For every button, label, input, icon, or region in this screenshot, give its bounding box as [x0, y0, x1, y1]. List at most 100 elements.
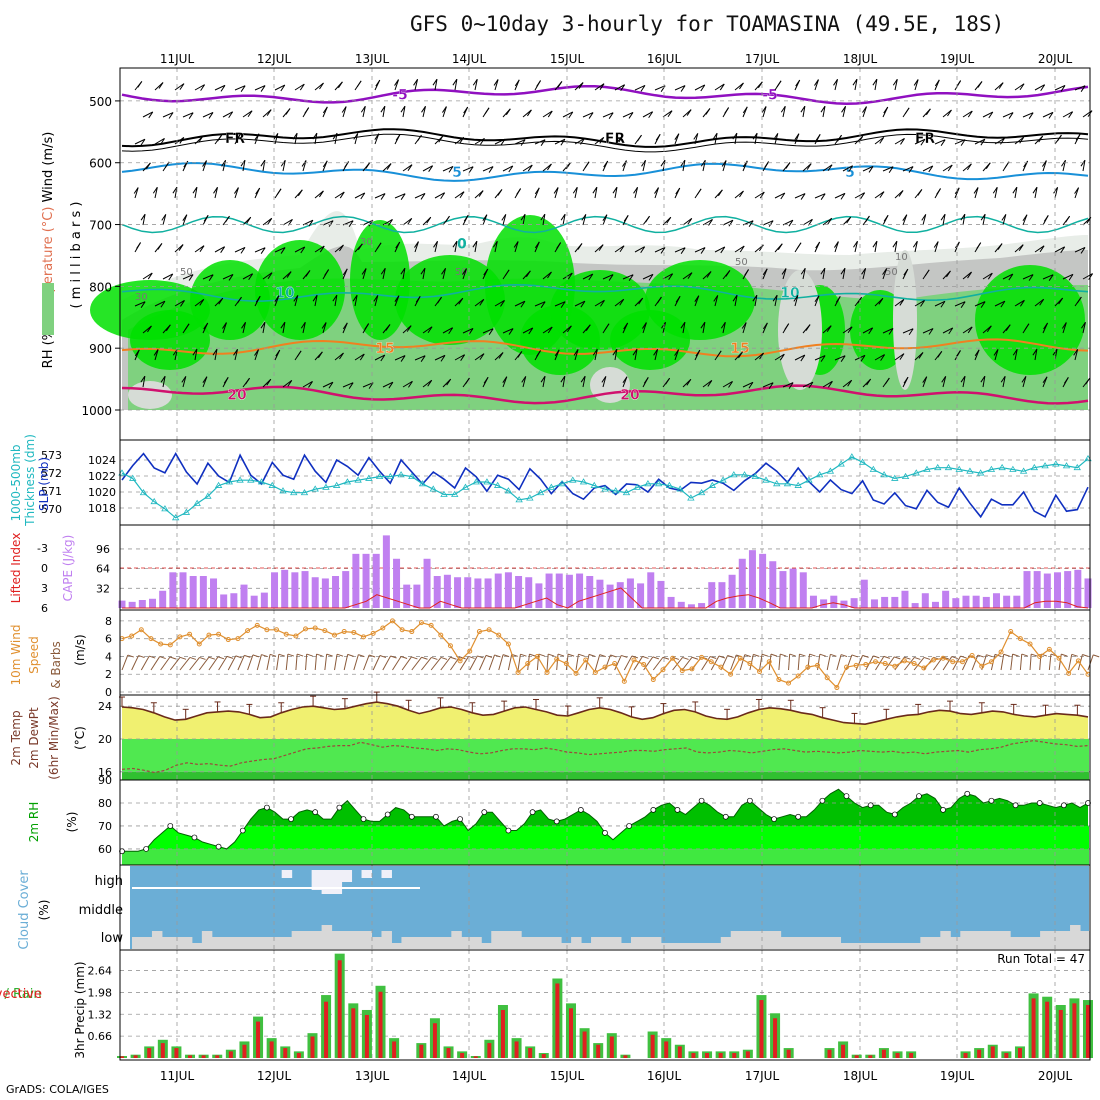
wind-speed-point — [1008, 629, 1014, 635]
cloud-low-gap — [1070, 925, 1081, 949]
cloud-low-gap — [620, 943, 632, 949]
thickness-point — [612, 487, 620, 494]
cloud-low-gap — [900, 943, 911, 949]
cloud-low-gap — [431, 937, 442, 949]
cape-bar — [759, 553, 767, 608]
rh2m-axis-units: (%) — [65, 812, 79, 833]
cloud-low-gap — [261, 937, 273, 949]
rh-contour-label: 10 — [895, 252, 908, 263]
slp-tick-label: 1024 — [88, 454, 116, 467]
rh-dry-gap — [778, 270, 822, 390]
cape-bar — [647, 572, 655, 608]
wind-speed-point — [467, 648, 473, 654]
wind-speed-point — [940, 655, 946, 661]
date-label-bottom: 20JUL — [1038, 1069, 1073, 1083]
thickness-point — [440, 490, 448, 497]
cape-bar — [779, 571, 787, 608]
rh2m-point — [940, 807, 946, 813]
wind-speed-point — [921, 665, 927, 671]
wind-tick-label: 8 — [105, 615, 112, 628]
thickness-point — [751, 472, 759, 480]
cape-bar — [454, 577, 462, 608]
thickness-point — [891, 474, 899, 481]
date-label-bottom: 14JUL — [452, 1069, 487, 1083]
thickness-point — [182, 508, 191, 515]
rh-contour-label: 50 — [735, 257, 748, 268]
date-label-bottom: 15JUL — [550, 1069, 585, 1083]
thickness-point — [139, 488, 148, 496]
cloud-low-gap — [1040, 931, 1051, 949]
cloud-low-gap — [1030, 937, 1041, 949]
rh2m-point — [698, 797, 705, 804]
wind-speed-point — [950, 659, 956, 665]
rh2m-point — [771, 816, 777, 822]
thickness-point — [300, 488, 309, 496]
rh-90-blob — [975, 265, 1085, 375]
cloud-low-gap — [571, 937, 582, 949]
minmax-axis-label: (6hr Min/Max) — [47, 696, 61, 780]
rh2m-point — [650, 807, 657, 813]
y-tick-label: 1000 — [81, 404, 112, 418]
wind-speed-point — [525, 661, 531, 667]
cape-bar — [626, 578, 634, 608]
wind-speed-point — [216, 631, 222, 637]
thickness-point — [290, 488, 298, 496]
precip-convective-bar — [160, 1043, 165, 1058]
temp-line — [121, 701, 1089, 726]
thickness-point — [858, 458, 867, 465]
thickness-point — [654, 480, 663, 487]
cape-tick-label: 32 — [96, 582, 110, 595]
dew-band-low — [122, 771, 1089, 780]
precip-convective-bar — [215, 1055, 220, 1058]
rh2m-point — [505, 827, 512, 834]
rh-dry-gap — [128, 381, 172, 409]
wind-speed-point — [795, 673, 801, 679]
wind-tick-label: 4 — [105, 650, 112, 663]
cloud-low-gap — [451, 931, 462, 949]
precip-tick-label: 2.64 — [88, 965, 113, 978]
wind-speed-point — [728, 671, 734, 677]
run-total-label: Run Total = 47 — [997, 952, 1085, 966]
cape-bar — [667, 596, 675, 608]
thickness-point — [161, 505, 169, 512]
wind-speed-point — [225, 637, 231, 643]
precip-convective-bar — [759, 1000, 764, 1058]
precip-convective-bar — [1072, 1003, 1077, 1058]
thickness-point — [644, 480, 652, 487]
wind-speed-point — [428, 622, 434, 628]
thickness-line — [121, 456, 1089, 519]
wind-speed-point — [438, 632, 444, 638]
rh2m-point — [481, 809, 488, 816]
cloud-low-gap — [810, 937, 822, 949]
cape-bar — [708, 582, 716, 608]
rh-field-group — [90, 211, 1088, 410]
date-label-top: 16JUL — [647, 52, 682, 66]
cloud-low-gap — [730, 931, 742, 949]
precip-convective-bar — [786, 1049, 791, 1058]
thickness-point — [461, 483, 470, 490]
rh2m-point — [988, 797, 995, 804]
cloud-low-gap — [311, 931, 323, 949]
precip-convective-bar — [705, 1053, 710, 1058]
precip-convective-bar — [364, 1014, 369, 1058]
thickness-point — [633, 483, 641, 490]
thickness-point — [279, 487, 287, 494]
cape-bar — [352, 553, 360, 608]
thickness-point — [569, 476, 577, 483]
cape-bar — [494, 573, 502, 608]
date-label-bottom: 11JUL — [160, 1069, 195, 1083]
wind-barbs-label: & Barbs — [49, 641, 63, 689]
precip-convective-bar — [854, 1055, 859, 1058]
rh2m-point — [747, 797, 753, 804]
cloud-low-gap — [720, 937, 732, 949]
thickness-point — [687, 494, 695, 501]
wind-speed-point — [341, 629, 347, 635]
temperature-contour-line — [121, 283, 1089, 302]
rh2m-point — [964, 790, 971, 797]
cape-bar — [1053, 572, 1061, 608]
cape-bar — [1023, 571, 1031, 608]
precip-convective-label: Convective — [0, 987, 42, 1002]
cloud-high-gap — [341, 870, 353, 882]
grid-cloud — [176, 865, 1056, 950]
wind-speed-point — [264, 627, 270, 633]
